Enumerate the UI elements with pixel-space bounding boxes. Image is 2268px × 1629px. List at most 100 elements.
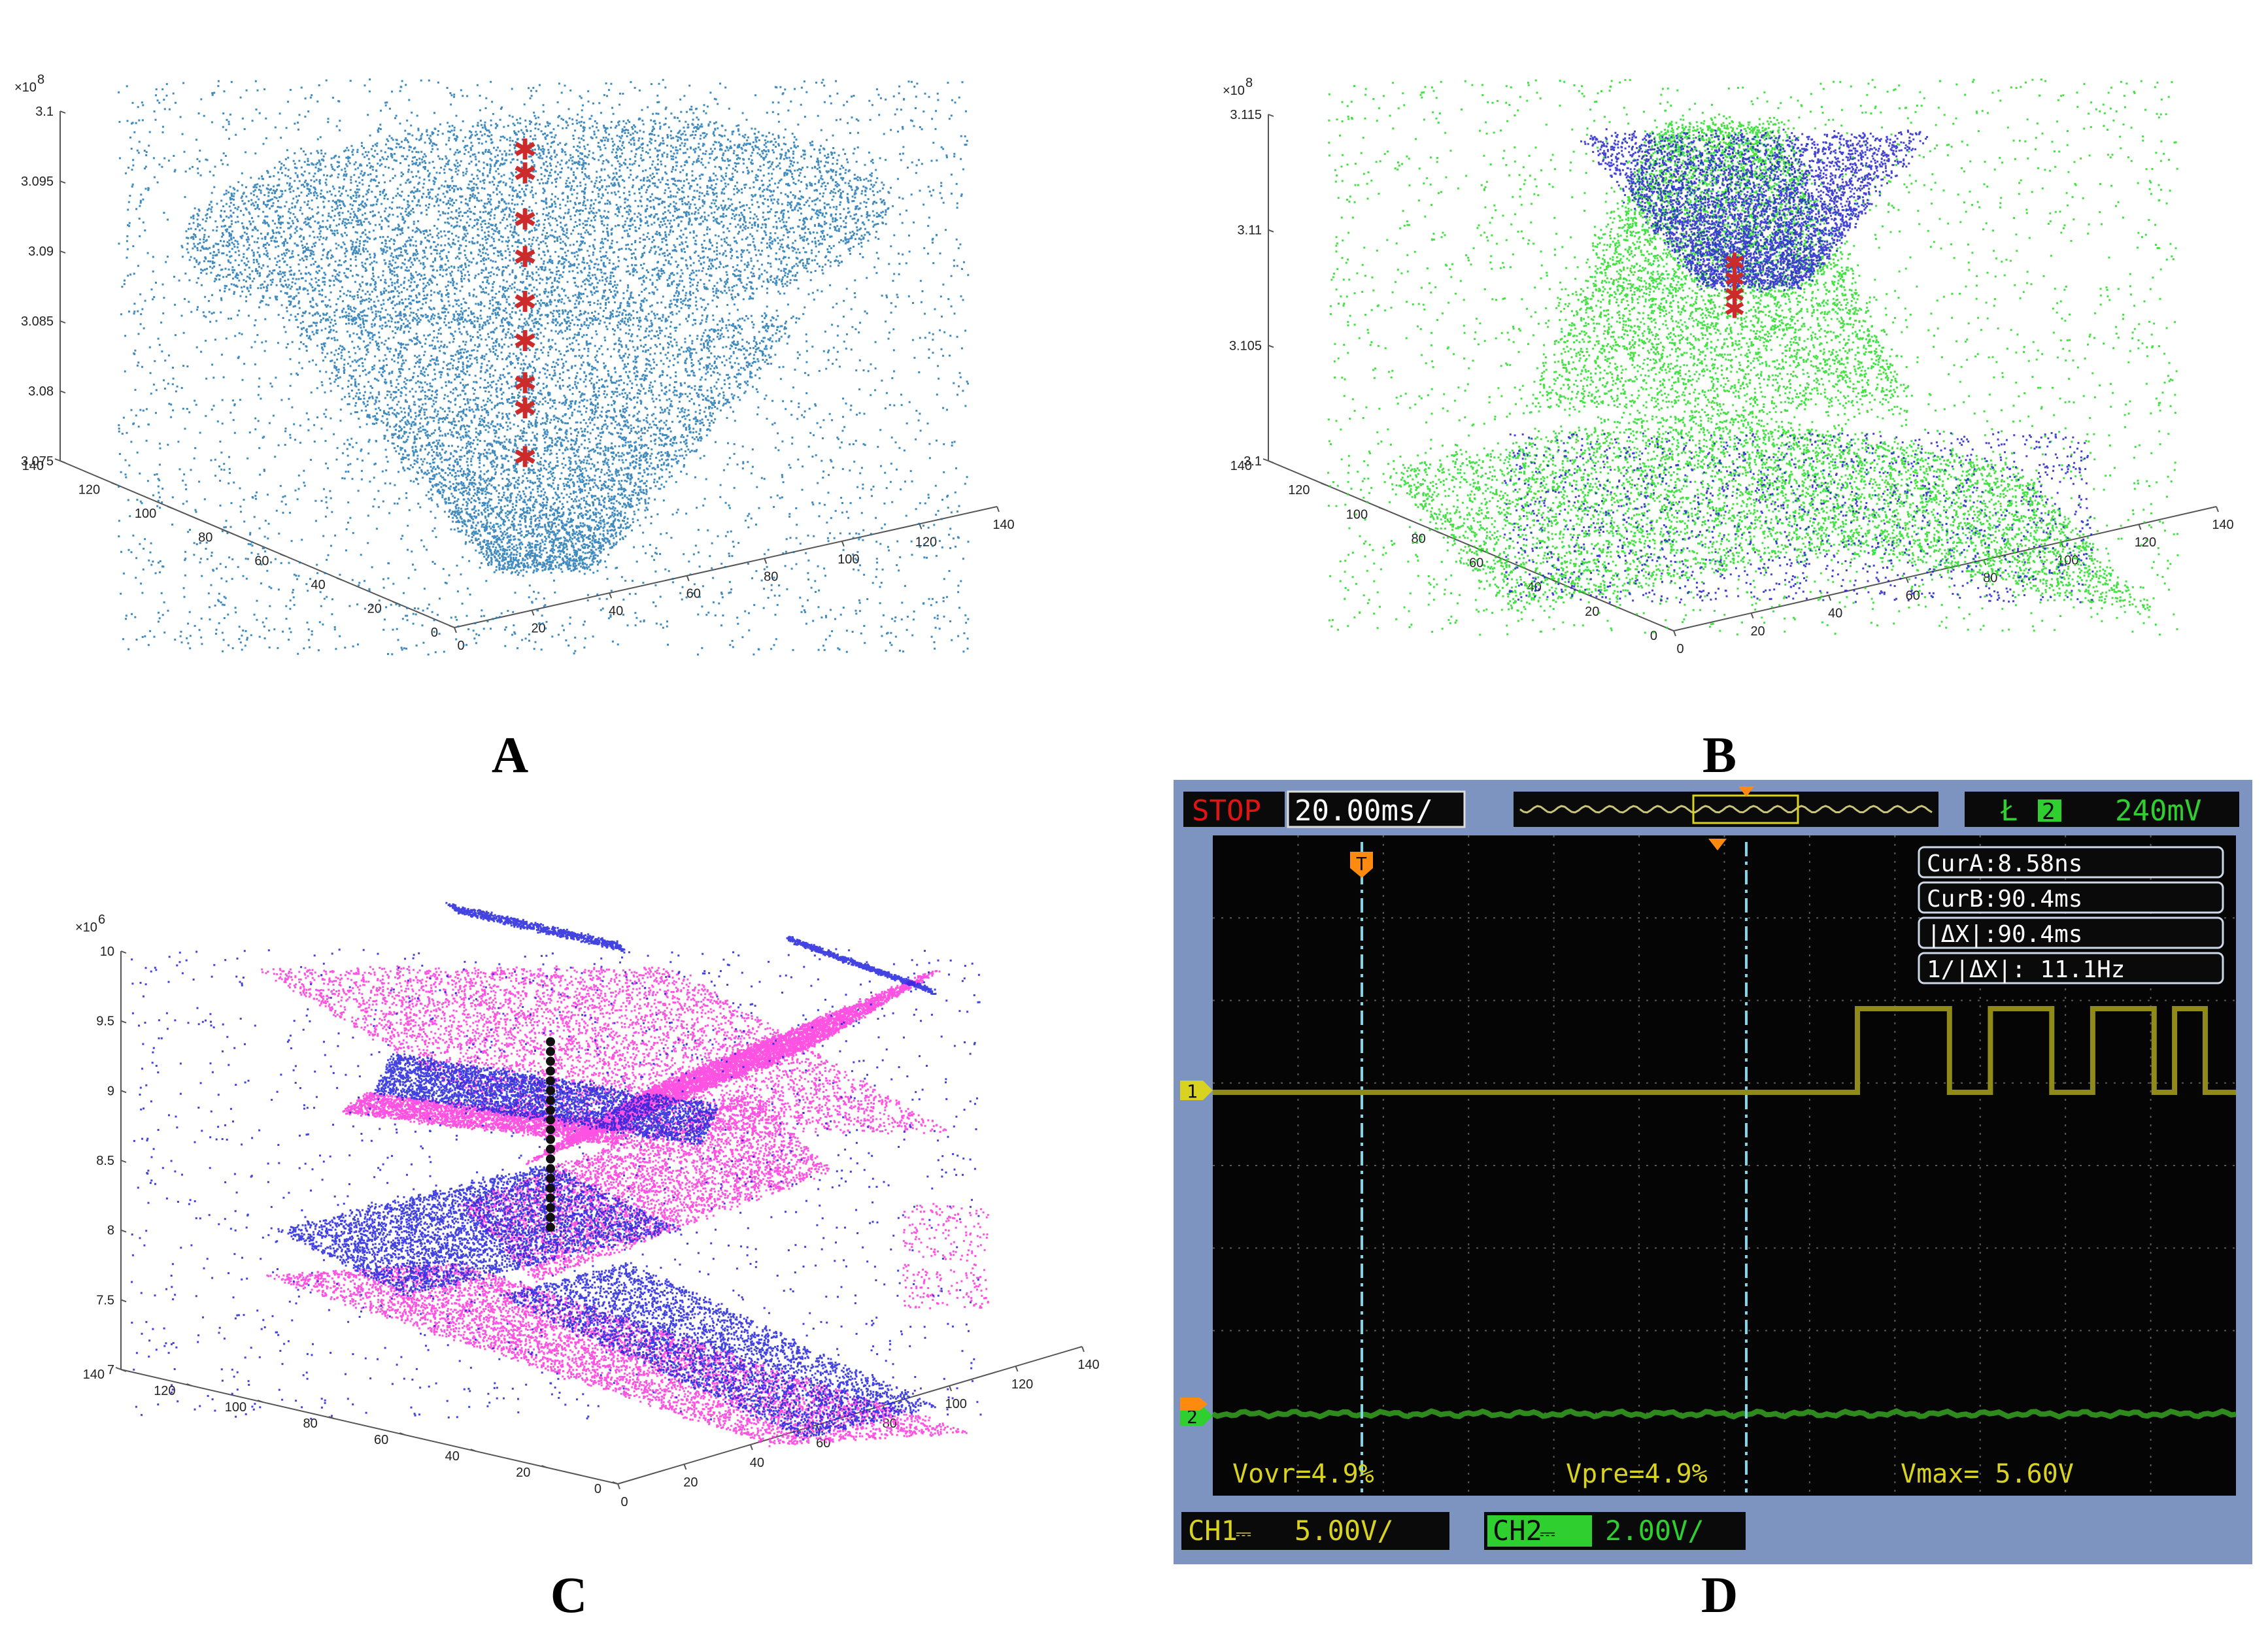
memory-position-bar [1514,792,1938,827]
stop-box [1183,792,1285,827]
z-tick-label: 3.115 [1230,108,1262,122]
y-tick-label: 140 [83,1368,105,1382]
ch2-scale: 2.00V/ [1605,1515,1704,1547]
x-tick [764,558,768,564]
status-stop: STOP [1192,794,1261,828]
x-tick [531,610,535,616]
panel-b-blue-cloud-points [1504,128,2094,603]
y-tick-label: 100 [225,1400,246,1415]
trigger-level: 240mV [2115,794,2201,828]
z-tick [120,1020,127,1024]
panel-c-svg: 109.598.587.57×1060204060801001201400204… [75,901,1100,1509]
axes: 3.13.0953.093.0853.083.075×1080204060801… [14,73,1015,653]
panel-c-marker [546,1125,555,1135]
y-tick-label: 60 [374,1433,388,1447]
z-tick-label: 3.1 [35,105,54,119]
x-tick [949,1385,953,1392]
x-tick-label: 80 [764,569,778,584]
x-tick-label: 0 [620,1495,628,1509]
panel-a-marker: ✱ [513,203,537,237]
trigger-rising-icon: Ł [2000,794,2018,828]
y-tick-label: 140 [22,459,44,473]
panel-c-marker [546,1183,555,1193]
y-tick [167,505,173,509]
z-exponent-power: 8 [37,73,44,87]
y-tick [328,1416,335,1419]
panel-a-marker: ✱ [513,392,537,426]
panel-c-marker [546,1154,555,1164]
x-tick [749,1444,753,1451]
panel-c-marker [546,1076,555,1086]
y-tick-label: 120 [78,482,100,497]
z-tick [1268,114,1274,117]
panel-label-a: A [491,726,529,783]
panel-c-blue-cloud [131,901,982,1441]
x-tick-label: 140 [1077,1358,1099,1372]
z-exponent-power: 6 [98,913,105,927]
panel-b-scatter: 3.1153.113.1053.1×1080204060801001201400… [1164,39,2268,699]
y-tick-label: 140 [1230,459,1252,473]
vmax-readout: Vmax= 5.60V [1901,1459,2074,1489]
x-tick-label: 20 [531,622,545,636]
z-tick-label: 3.08 [28,384,54,399]
panel-c-marker [546,1115,555,1125]
panel-c-marker [546,1144,555,1154]
cursor-b-readout: CurB:90.4ms [1927,886,2082,913]
x-tick-label: 40 [1828,607,1842,621]
cursor-a-readout: CurA:8.58ns [1927,850,2082,877]
z-exponent-power: 8 [1245,76,1253,90]
z-tick [59,180,66,184]
x-tick [1905,577,1909,583]
panel-b-green-cloud-points [1327,78,2179,636]
panel-c-marker [546,1096,555,1105]
y-tick-label: 100 [135,507,156,521]
ch2-trace [1211,1408,2237,1420]
ch2-marker-label: 2 [1187,1406,1198,1428]
panel-b-blue-cloud [1504,128,2094,603]
panel-c-marker [546,1203,555,1213]
x-tick-label: 100 [945,1397,966,1411]
panel-a-marker: ✱ [513,241,537,275]
ch1-label: CH1 [1188,1515,1238,1547]
panel-a-point-cloud [118,78,970,656]
z-tick [59,460,66,463]
panel-c-scatter: 10 9.5 9 8.5 8 7.5 7 ×10 6 0 20 40 60 80 100 120 140 0 20 4… [0,837,1164,1530]
y-tick-label: 60 [254,554,269,569]
ch1-dc-coupling-icon: ⎓ [1236,1522,1251,1545]
panel-a-marker: ✱ [513,286,537,319]
x-tick [1828,595,1832,601]
panel-a-point-cloud-points [118,78,970,656]
panel-c-marker [546,1037,555,1047]
trigger-box [1965,792,2239,827]
z-tick-label: 3.1 [1244,454,1262,469]
ch1-marker [1180,1081,1213,1100]
trigger-channel: 2 [2042,799,2055,825]
panel-c-marker [546,1047,555,1056]
z-exponent-label: ×10 [1223,84,1245,98]
panel-a-svg: 3.13.0953.093.0853.083.075×1080204060801… [14,73,1015,656]
z-tick-label: 9.5 [96,1015,114,1029]
cursor-a-handle[interactable] [1350,852,1373,878]
inverse-delta-x-readout: 1/|ΔX|: 11.1Hz [1927,956,2125,983]
y-axis-line [1268,460,1674,631]
z-tick [59,250,66,254]
cursor-a-label: T [1356,853,1367,875]
delta-x-readout: |ΔX|:90.4ms [1927,921,2082,948]
z-tick [59,390,66,394]
y-tick-label: 20 [1585,605,1599,619]
y-tick-label: 20 [367,602,382,616]
x-tick [683,1464,687,1470]
z-tick [59,110,66,114]
x-tick-label: 0 [457,639,464,653]
y-tick [470,1449,477,1452]
trigger-position-icon [1738,786,1754,797]
panel-b-marker: ✱ [1723,264,1746,294]
panel-c-marker [546,1086,555,1096]
x-tick-label: 120 [1011,1377,1033,1392]
x-tick-label: 20 [1750,624,1765,639]
x-tick-label: 40 [750,1456,764,1470]
z-tick [120,1369,127,1372]
x-tick [996,506,1000,512]
panel-c-marker [546,1193,555,1203]
axes: 109.598.587.57×1060204060801001201400204… [75,913,1100,1509]
